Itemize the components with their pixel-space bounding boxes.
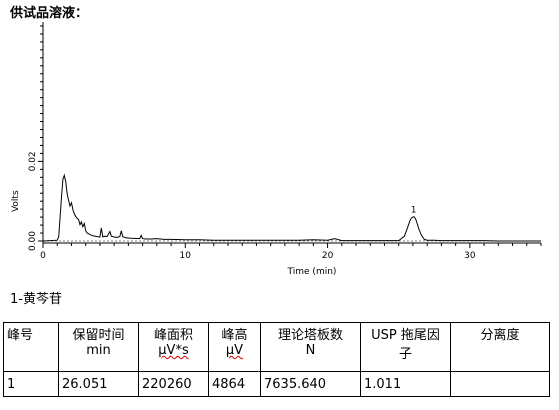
cell-resolution — [450, 371, 550, 397]
x-tick-label: 30 — [464, 251, 476, 261]
header-line1: 理论塔板数 — [277, 328, 343, 343]
y-tick-label: 0.02 — [28, 151, 38, 171]
header-retention-time: 保留时间 min — [58, 322, 139, 372]
cell-tailing: 1.011 — [360, 371, 451, 397]
x-tick-label: 10 — [180, 251, 192, 261]
header-resolution: 分离度 — [450, 322, 550, 372]
chart-marks: 1 — [42, 173, 541, 242]
y-axis-label: Volts — [11, 190, 21, 212]
table-row: 1 26.051 220260 4864 7635.640 1.011 — [3, 371, 550, 397]
header-unit: N — [305, 343, 316, 358]
header-line1: 峰面积 — [153, 328, 193, 343]
header-plates: 理论塔板数 N — [260, 322, 361, 372]
header-tailing: USP 拖尾因子 — [360, 322, 451, 372]
header-line1: 保留时间 — [72, 328, 125, 343]
y-tick-label: 0.00 — [28, 231, 38, 251]
header-peak-height: 峰高 μV — [208, 322, 261, 372]
header-unit: min — [86, 343, 111, 358]
header-line1: USP 拖尾因 — [371, 328, 440, 343]
x-tick-label: 20 — [322, 251, 334, 261]
peak-caption: 1-黄芩苷 — [10, 292, 62, 307]
header-line1: 峰号 — [7, 328, 34, 343]
header-unit: μV*s — [158, 343, 189, 358]
chromatogram-trace — [42, 173, 541, 242]
x-tick-label: 0 — [40, 251, 46, 261]
cell-peak-no: 1 — [3, 371, 59, 397]
x-axis-label: Time (min) — [287, 267, 337, 277]
header-line1: 峰高 — [221, 328, 248, 343]
cell-peak-height: 4864 — [208, 371, 261, 397]
table-header-row: 峰号 保留时间 min 峰面积 μV*s 峰高 μV 理论塔板数 N USP 拖尾因子 … — [3, 322, 550, 372]
chart-axes: 0 10 20 30 0.00 0.02 Time (min) Volts — [11, 22, 542, 277]
header-line2: 子 — [398, 347, 412, 362]
header-line1: 分离度 — [480, 328, 520, 343]
cell-peak-area: 220260 — [138, 371, 209, 397]
peak-label: 1 — [411, 206, 417, 216]
results-table: 峰号 保留时间 min 峰面积 μV*s 峰高 μV 理论塔板数 N USP 拖尾因子 … — [3, 322, 550, 397]
page-title: 供试品溶液： — [10, 6, 89, 21]
chromatogram-chart: 0 10 20 30 0.00 0.02 Time (min) Volts 1 — [11, 22, 542, 277]
cell-retention-time: 26.051 — [58, 371, 139, 397]
cell-plates: 7635.640 — [260, 371, 361, 397]
header-peak-no: 峰号 — [3, 322, 59, 372]
header-unit: μV — [225, 343, 244, 358]
header-peak-area: 峰面积 μV*s — [138, 322, 209, 372]
